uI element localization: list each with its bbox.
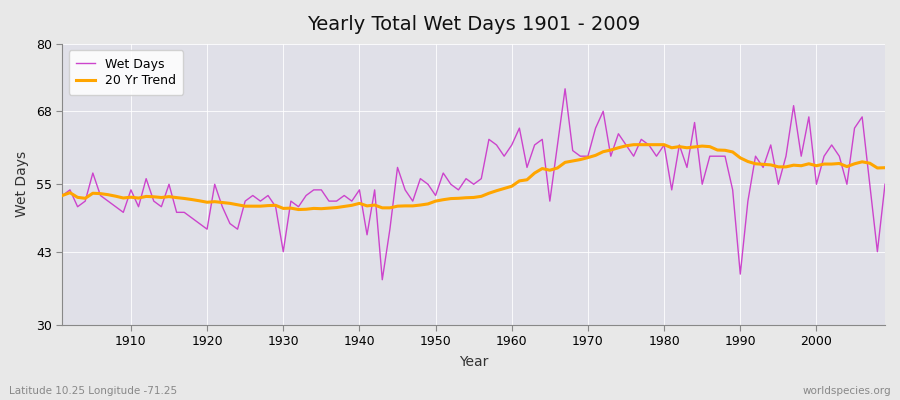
20 Yr Trend — [879, 165, 890, 170]
Line: Wet Days: Wet Days — [62, 89, 885, 280]
Wet Days — [879, 182, 890, 187]
Wet Days — [560, 86, 571, 91]
Wet Days — [613, 131, 624, 136]
Wet Days — [118, 210, 129, 215]
20 Yr Trend — [507, 184, 517, 189]
20 Yr Trend — [628, 142, 639, 147]
20 Yr Trend — [118, 196, 129, 200]
Text: worldspecies.org: worldspecies.org — [803, 386, 891, 396]
20 Yr Trend — [606, 148, 616, 152]
Wet Days — [331, 199, 342, 204]
Wet Days — [285, 199, 296, 204]
Legend: Wet Days, 20 Yr Trend: Wet Days, 20 Yr Trend — [68, 50, 184, 95]
Wet Days — [377, 277, 388, 282]
20 Yr Trend — [338, 204, 349, 209]
20 Yr Trend — [514, 178, 525, 183]
Title: Yearly Total Wet Days 1901 - 2009: Yearly Total Wet Days 1901 - 2009 — [307, 15, 640, 34]
Text: Latitude 10.25 Longitude -71.25: Latitude 10.25 Longitude -71.25 — [9, 386, 177, 396]
Wet Days — [507, 142, 517, 147]
Wet Days — [57, 193, 68, 198]
Line: 20 Yr Trend: 20 Yr Trend — [62, 145, 885, 210]
X-axis label: Year: Year — [459, 355, 489, 369]
20 Yr Trend — [293, 207, 304, 212]
Wet Days — [514, 126, 525, 130]
Y-axis label: Wet Days: Wet Days — [15, 151, 29, 217]
20 Yr Trend — [57, 193, 68, 198]
20 Yr Trend — [285, 206, 296, 210]
